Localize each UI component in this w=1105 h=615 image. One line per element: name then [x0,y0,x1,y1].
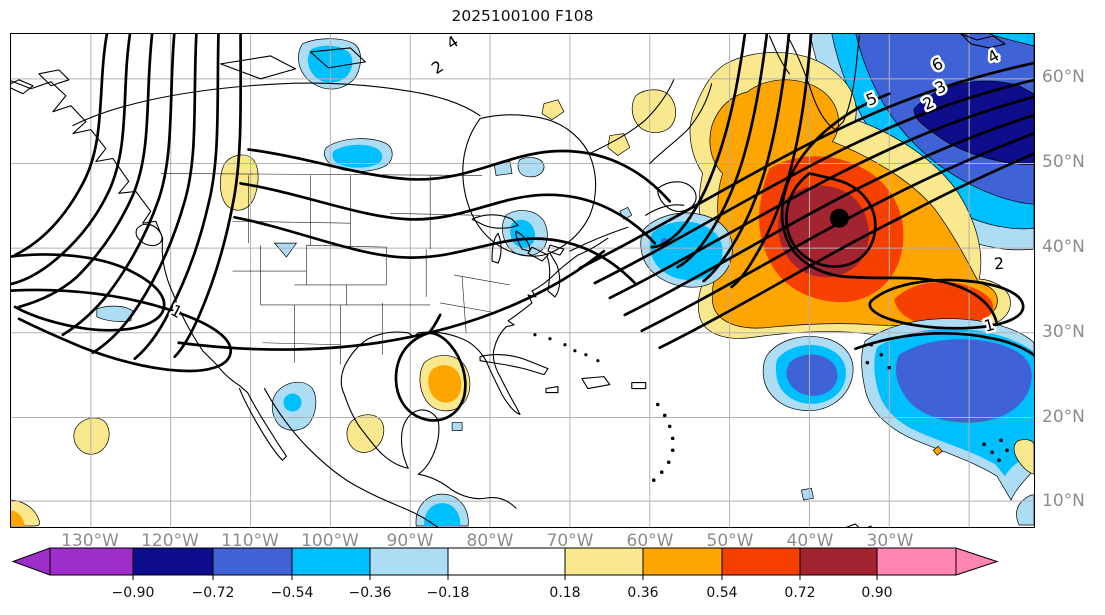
fill-neg-gulf-tiny [452,422,462,430]
colorbar-tick-label: 0.36 [627,585,658,601]
contour-value-label: 4 [443,34,462,53]
colorbar-segment [643,548,722,575]
weather-map-figure: 2025100100 F108 [0,0,1105,615]
colorbar-segment [292,548,370,575]
colorbar-arrow-high [956,548,997,575]
anomaly-fill-layer [11,34,1034,526]
lat-tick-label: 60°N [1042,67,1104,87]
lat-tick-label: 10°N [1042,491,1104,511]
colorbar-tick-label: −0.36 [349,585,392,601]
colorbar-tick-label: −0.72 [192,585,235,601]
fill-neg-small-b [518,157,544,176]
colorbar-tick-label: 0.72 [784,585,815,601]
contour-value-label: 2 [428,57,447,78]
fill-neg-tiny-br [801,488,813,500]
fill-neg-corner-cyan [1017,495,1034,525]
fill-neg-baja-cyan [283,394,301,412]
contour-value-label: 1 [168,301,186,323]
colorbar: −0.90 −0.72 −0.54 −0.36 −0.18 0.18 0.36 0.54 0.7… [0,544,1105,612]
contour-value-label: 2 [993,254,1005,274]
colorbar-segment [800,548,877,575]
colorbar-segment [722,548,800,575]
colorbar-tick-label: 0.18 [549,585,580,601]
colorbar-segment [877,548,956,575]
fill-pos-pacific [74,418,109,454]
colorbar-segment [133,548,213,575]
state-borders [161,173,510,364]
colorbar-tick-label: 0.90 [861,585,892,601]
fill-pos-quebec-small [542,100,564,120]
colorbar-segment [213,548,292,575]
colorbar-tick-label: −0.54 [271,585,314,601]
chart-title: 2025100100 F108 [10,7,1035,25]
map-plot-area: 42156432211 [10,33,1035,528]
fill-neg-manitoba-cyan [332,145,382,168]
colorbar-tick-label: 0.54 [706,585,737,601]
colorbar-tick-label: −0.90 [112,585,155,601]
lat-tick-label: 20°N [1042,407,1104,427]
colorbar-tick-label: −0.18 [427,585,470,601]
fill-pos-labrador [608,134,630,156]
lat-tick-label: 50°N [1042,152,1104,172]
lat-tick-label: 30°N [1042,322,1104,342]
colorbar-arrow-low [13,548,50,575]
lat-tick-label: 40°N [1042,237,1104,257]
fill-neg-colorado [274,243,296,257]
map-canvas: 42156432211 [11,34,1034,527]
colorbar-segment [565,548,643,575]
storm-marker-dot [830,209,849,228]
colorbar-segment [50,548,133,575]
colorbar-segment [370,548,448,575]
colorbar-segment [448,548,565,575]
colorbar-canvas: −0.90 −0.72 −0.54 −0.36 −0.18 0.18 0.36 0.54 0.7… [0,544,1105,612]
